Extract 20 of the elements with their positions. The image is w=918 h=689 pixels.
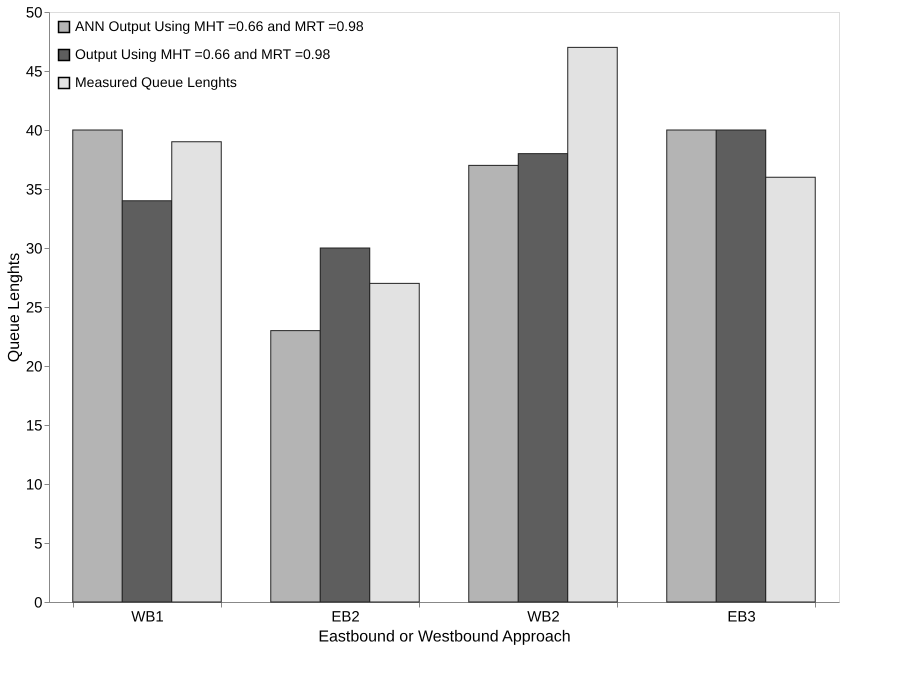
y-tick-label: 25: [26, 300, 42, 316]
y-axis-title: Queue Lenghts: [6, 252, 23, 362]
y-tick-label: 0: [34, 594, 42, 612]
x-tick-label: WB2: [527, 608, 560, 626]
y-tick-label: 20: [26, 358, 42, 376]
y-tick-label: 30: [26, 240, 42, 258]
x-tick-label: EB3: [727, 608, 756, 626]
y-tick-label: 35: [26, 182, 42, 198]
x-tick-label: WB1: [131, 608, 164, 626]
legend-label: Measured Queue Lenghts: [75, 74, 237, 90]
y-tick-label: 15: [26, 418, 42, 434]
y-tick-label: 50: [26, 4, 42, 22]
y-tick-label: 40: [26, 122, 42, 140]
y-tick-label: 45: [26, 64, 42, 80]
y-tick-label: 10: [26, 476, 42, 494]
y-tick-label: 5: [34, 536, 42, 552]
legend-label: Output Using MHT =0.66 and MRT =0.98: [75, 46, 330, 62]
legend-label: ANN Output Using MHT =0.66 and MRT =0.98: [75, 18, 364, 34]
x-axis-title: Eastbound or Westbound Approach: [318, 628, 571, 646]
x-tick-label: EB2: [331, 608, 360, 626]
